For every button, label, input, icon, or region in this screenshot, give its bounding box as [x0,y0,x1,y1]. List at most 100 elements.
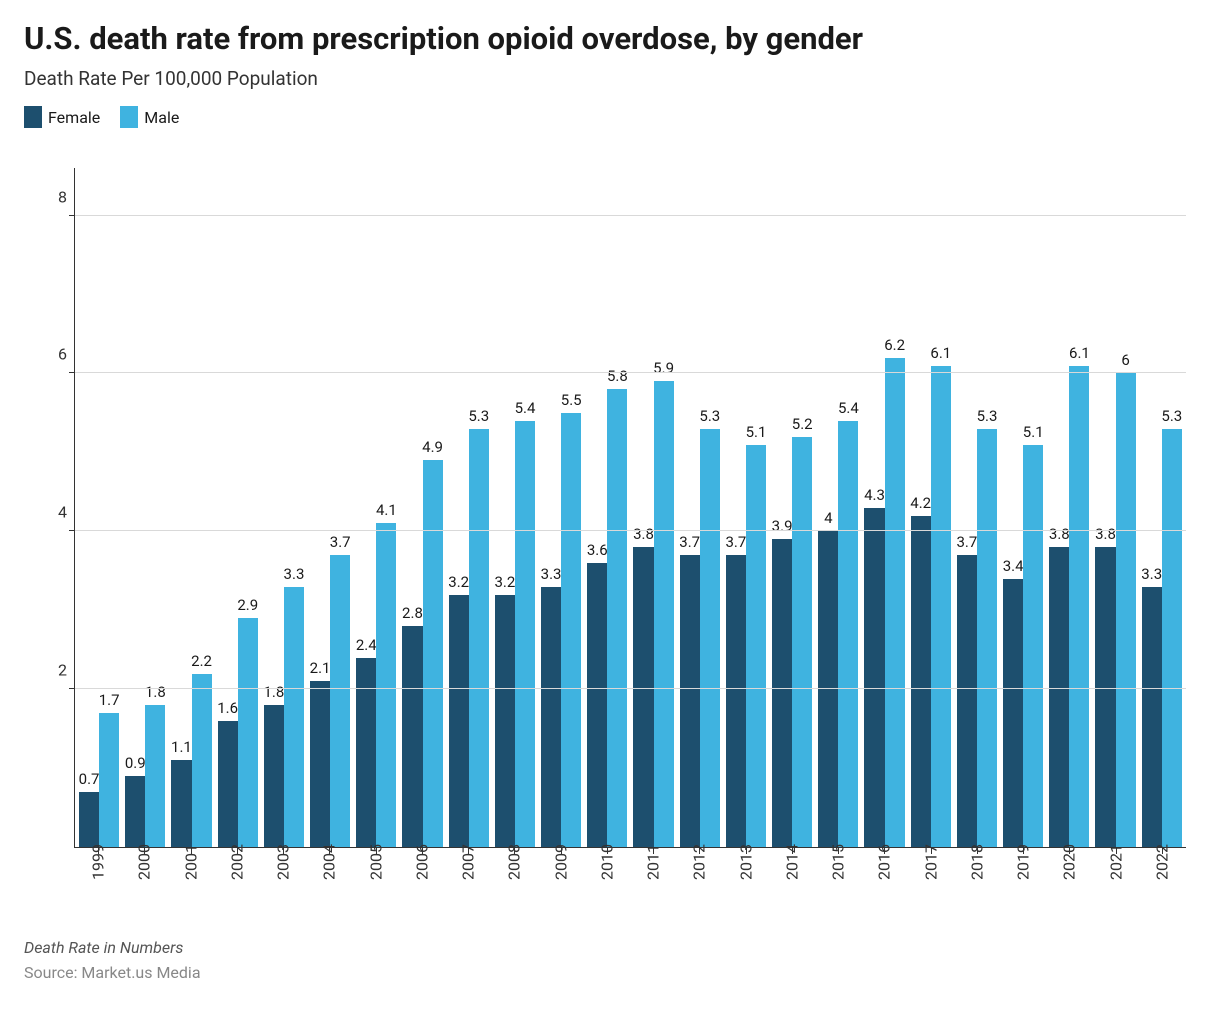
gridline [75,215,1186,216]
x-axis-label: 2013 [736,844,755,880]
x-axis-label: 2022 [1152,844,1171,880]
bar-value-label: 5.1 [1023,423,1044,441]
bar: 4.1 [376,523,396,847]
x-axis-label: 2003 [274,844,293,880]
bar-value-label: 3.7 [725,533,746,551]
bar: 6 [1116,373,1136,847]
bar-value-label: 3.9 [772,517,793,535]
bar-value-label: 1.8 [263,683,284,701]
legend-swatch [120,106,138,128]
bar: 3.7 [330,555,350,847]
x-axis-label: 2011 [644,844,663,880]
bar-group: 3.6 5.8 [584,168,630,847]
bar-value-label: 6.2 [884,336,905,354]
x-label-cell: 1999 [75,848,121,908]
bar-group: 3.95.2 [769,168,815,847]
x-label-cell: 2010 [584,848,630,908]
bar: 3.3 [284,587,304,848]
y-tick-mark [69,530,75,531]
bars-container: 0.71.70.91.81.12.21.62.91.83.32.13.72.44… [75,168,1186,847]
bar: 5.3 [1162,429,1182,847]
bar-value-label: 5.3 [977,407,998,425]
bar-value-label: 6 [1121,351,1129,369]
x-label-cell: 2000 [121,848,167,908]
bar-value-label: 2.8 [402,604,423,622]
bar-value-label: 0.9 [125,754,146,772]
x-label-cell: 2021 [1093,848,1139,908]
bar: 6.1 [1069,366,1089,848]
bar: 5.1 [1023,445,1043,848]
bar: 3.8 [1095,547,1115,847]
bar: 2.9 [238,618,258,847]
bar: 4 [818,531,838,847]
bar-value-label: 2.4 [356,636,377,654]
x-axis-label: 2021 [1106,844,1125,880]
y-tick-mark [69,372,75,373]
x-axis-label: 2019 [1014,844,1033,880]
bar-group: 3.75.1 [723,168,769,847]
x-label-cell: 2017 [908,848,954,908]
bar: 3.9 [772,539,792,847]
bar-group: 3.85.9 [630,168,676,847]
bar-group: 3.75.3 [954,168,1000,847]
bar: 4.2 [911,516,931,848]
bar: 3.8 [633,547,653,847]
legend-label: Female [48,108,100,127]
x-label-cell: 2014 [769,848,815,908]
bar-value-label: 6.1 [930,344,951,362]
bar-group: 1.62.9 [215,168,261,847]
x-axis-label: 2004 [320,844,339,880]
bar-value-label: 3.3 [284,565,305,583]
x-label-cell: 2016 [861,848,907,908]
bar-value-label: 1.8 [145,683,166,701]
x-axis-label: 2002 [227,844,246,880]
bar-value-label: 2.1 [310,659,331,677]
bar-value-label: 5.8 [607,367,628,385]
bar-group: 3.86 [1092,168,1138,847]
x-label-cell: 2008 [491,848,537,908]
bar: 5.4 [838,421,858,847]
bar: 5.2 [792,437,812,848]
x-label-cell: 2018 [954,848,1000,908]
bar-value-label: 5.1 [746,423,767,441]
x-axis-label: 2010 [597,844,616,880]
bar-value-label: 3.8 [1049,525,1070,543]
chart: 0.71.70.91.81.12.21.62.91.83.32.13.72.44… [54,168,1186,848]
gridline [75,372,1186,373]
x-label-cell: 2001 [168,848,214,908]
x-label-cell: 2009 [538,848,584,908]
bar: 5.1 [746,445,766,848]
bar-value-label: 5.2 [792,415,813,433]
bar-value-label: 5.3 [699,407,720,425]
bar: 5.9 [654,381,674,847]
bar-value-label: 2.2 [191,652,212,670]
bar: 3.2 [449,595,469,848]
bar-group: 4.2 6.1 [908,168,954,847]
x-label-cell: 2004 [306,848,352,908]
bar-value-label: 0.7 [79,770,100,788]
y-tick-label: 2 [58,661,67,680]
chart-title: U.S. death rate from prescription opioid… [24,20,1196,57]
bar: 3.4 [1003,579,1023,847]
footnote: Death Rate in Numbers [24,938,1196,957]
bar-value-label: 5.3 [468,407,489,425]
bar-value-label: 3.6 [587,541,608,559]
bar-group: 1.1 2.2 [168,168,214,847]
y-tick-label: 8 [58,187,67,206]
bar-value-label: 3.3 [541,565,562,583]
bar-group: 3.35.3 [1139,168,1185,847]
bar-value-label: 4.9 [422,438,443,456]
legend: FemaleMale [24,106,1196,128]
bar-value-label: 5.4 [515,399,536,417]
bar-value-label: 1.1 [171,738,192,756]
bar-value-label: 6.1 [1069,344,1090,362]
bar: 4.3 [864,508,884,848]
x-axis-label: 2009 [551,844,570,880]
x-axis-label: 2000 [135,844,154,880]
bar: 1.8 [264,705,284,847]
bar-group: 3.75.3 [677,168,723,847]
bar: 3.7 [726,555,746,847]
bar: 3.6 [587,563,607,847]
source-attribution: Source: Market.us Media [24,963,1196,982]
bar-group: 45.4 [815,168,861,847]
